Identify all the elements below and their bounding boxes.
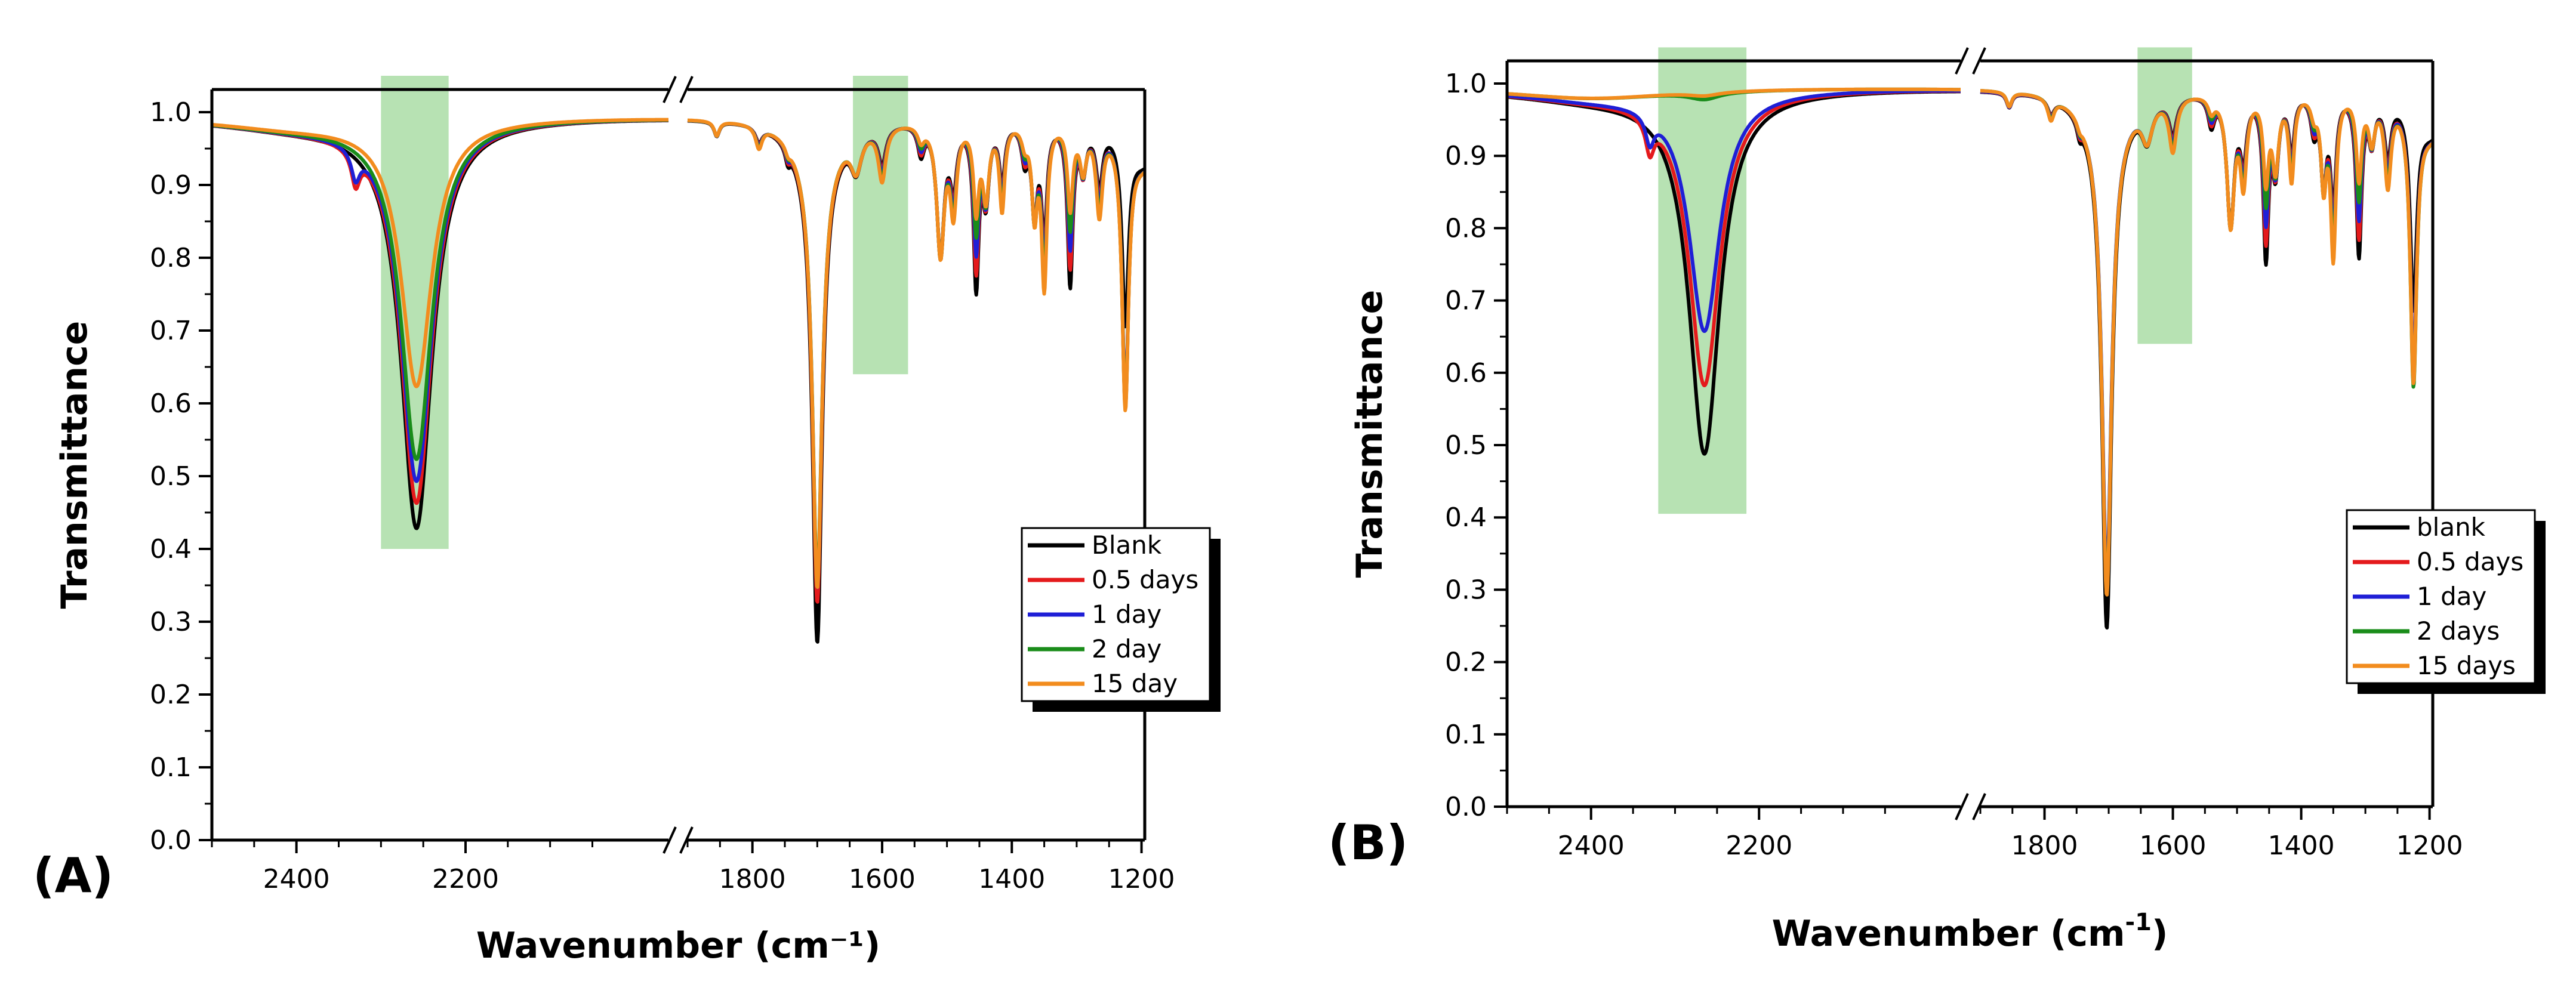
series-line-1-day-seg1 (1506, 89, 1962, 333)
y-tick-label: 0.5 (150, 461, 192, 492)
legend: blank 0.5 days 1 day 2 days 15 days (2346, 509, 2546, 694)
y-tick-label: 0.0 (150, 825, 192, 856)
panel-b: 0.0 0.1 0.2 0.3 0.4 0.5 0.6 0.7 0.8 0.9 1.0 2400 220… (1328, 47, 2546, 955)
y-axis-title: Transmittance (54, 321, 95, 609)
x-tick-label: 1200 (2396, 831, 2463, 861)
panel-label: (A) (33, 848, 113, 903)
y-tick-label: 0.5 (1445, 430, 1487, 461)
y-tick-label: 0.4 (150, 534, 192, 564)
y-tick-label: 0.8 (150, 243, 192, 273)
legend-label: 2 days (2417, 616, 2500, 646)
axis-break-mark-bottom (663, 826, 694, 854)
y-tick-label: 0.1 (1445, 720, 1487, 750)
legend-label: 15 days (2417, 651, 2516, 680)
y-tick-label: 0.0 (1445, 792, 1487, 822)
series-line-1-day-seg2 (1979, 89, 2435, 579)
legend: Blank 0.5 days 1 day 2 day 15 day (1021, 527, 1221, 712)
legend-label: 0.5 days (2417, 547, 2523, 576)
y-tick-label: 0.3 (150, 607, 192, 637)
x-axis-title: Wavenumber (cm-1) (1772, 909, 2168, 955)
x-tick-label: 1800 (2011, 831, 2078, 861)
x-tick-label: 1600 (849, 864, 916, 894)
y-tick-label: 1.0 (1445, 69, 1487, 99)
y-tick-label: 0.7 (150, 316, 192, 346)
legend-label: 1 day (2417, 582, 2486, 611)
x-tick-label: 2400 (263, 864, 330, 894)
highlight-region-2 (2137, 47, 2192, 344)
x-tick-label: 1400 (2268, 831, 2335, 861)
y-tick-label: 0.8 (1445, 213, 1487, 243)
legend-label: 1 day (1092, 600, 1161, 629)
legend-label: 2 day (1092, 634, 1161, 663)
x-tick-label: 2400 (1558, 831, 1625, 861)
legend-label: Blank (1092, 530, 1162, 560)
axis-break-mark-top (1955, 47, 1986, 75)
y-tick-label: 0.4 (1445, 502, 1487, 533)
series-line-15-days-seg1 (1506, 87, 1962, 100)
x-tick-label: 1600 (2140, 831, 2207, 861)
panel-label: (B) (1328, 815, 1408, 871)
x-tick-label: 1200 (1108, 864, 1175, 894)
legend-label: blank (2417, 513, 2486, 542)
highlight-region-2 (853, 76, 908, 375)
y-tick-label: 1.0 (150, 97, 192, 128)
x-tick-label: 1800 (719, 864, 786, 894)
y-tick-label: 0.7 (1445, 286, 1487, 316)
y-tick-label: 0.6 (150, 388, 192, 419)
y-tick-label: 0.3 (1445, 575, 1487, 605)
x-axis-title: Wavenumber (cm⁻¹) (476, 925, 880, 967)
y-tick-label: 0.2 (1445, 647, 1487, 678)
series-line-15-day-seg2 (686, 118, 1147, 589)
x-tick-label: 1400 (978, 864, 1045, 894)
panel-a: 0.0 0.1 0.2 0.3 0.4 0.5 0.6 0.7 0.8 0.9 1.0 2400 220… (33, 76, 1221, 967)
legend-label: 15 day (1092, 669, 1178, 698)
y-tick-label: 0.1 (150, 752, 192, 783)
x-tick-label: 2200 (432, 864, 499, 894)
y-tick-label: 0.9 (150, 170, 192, 200)
axis-break-mark-top (663, 76, 694, 103)
highlight-region-1 (1658, 47, 1747, 514)
y-tick-label: 0.9 (1445, 141, 1487, 171)
legend-label: 0.5 days (1092, 565, 1198, 594)
series-line-15-days-seg2 (1979, 89, 2435, 597)
y-tick-label: 0.6 (1445, 358, 1487, 388)
series-line-15-day-seg1 (211, 118, 670, 388)
y-axis-title: Transmittance (1349, 290, 1391, 578)
x-tick-label: 2200 (1725, 831, 1792, 861)
axis-break-mark-bottom (1955, 793, 1986, 820)
y-tick-label: 0.2 (150, 680, 192, 710)
